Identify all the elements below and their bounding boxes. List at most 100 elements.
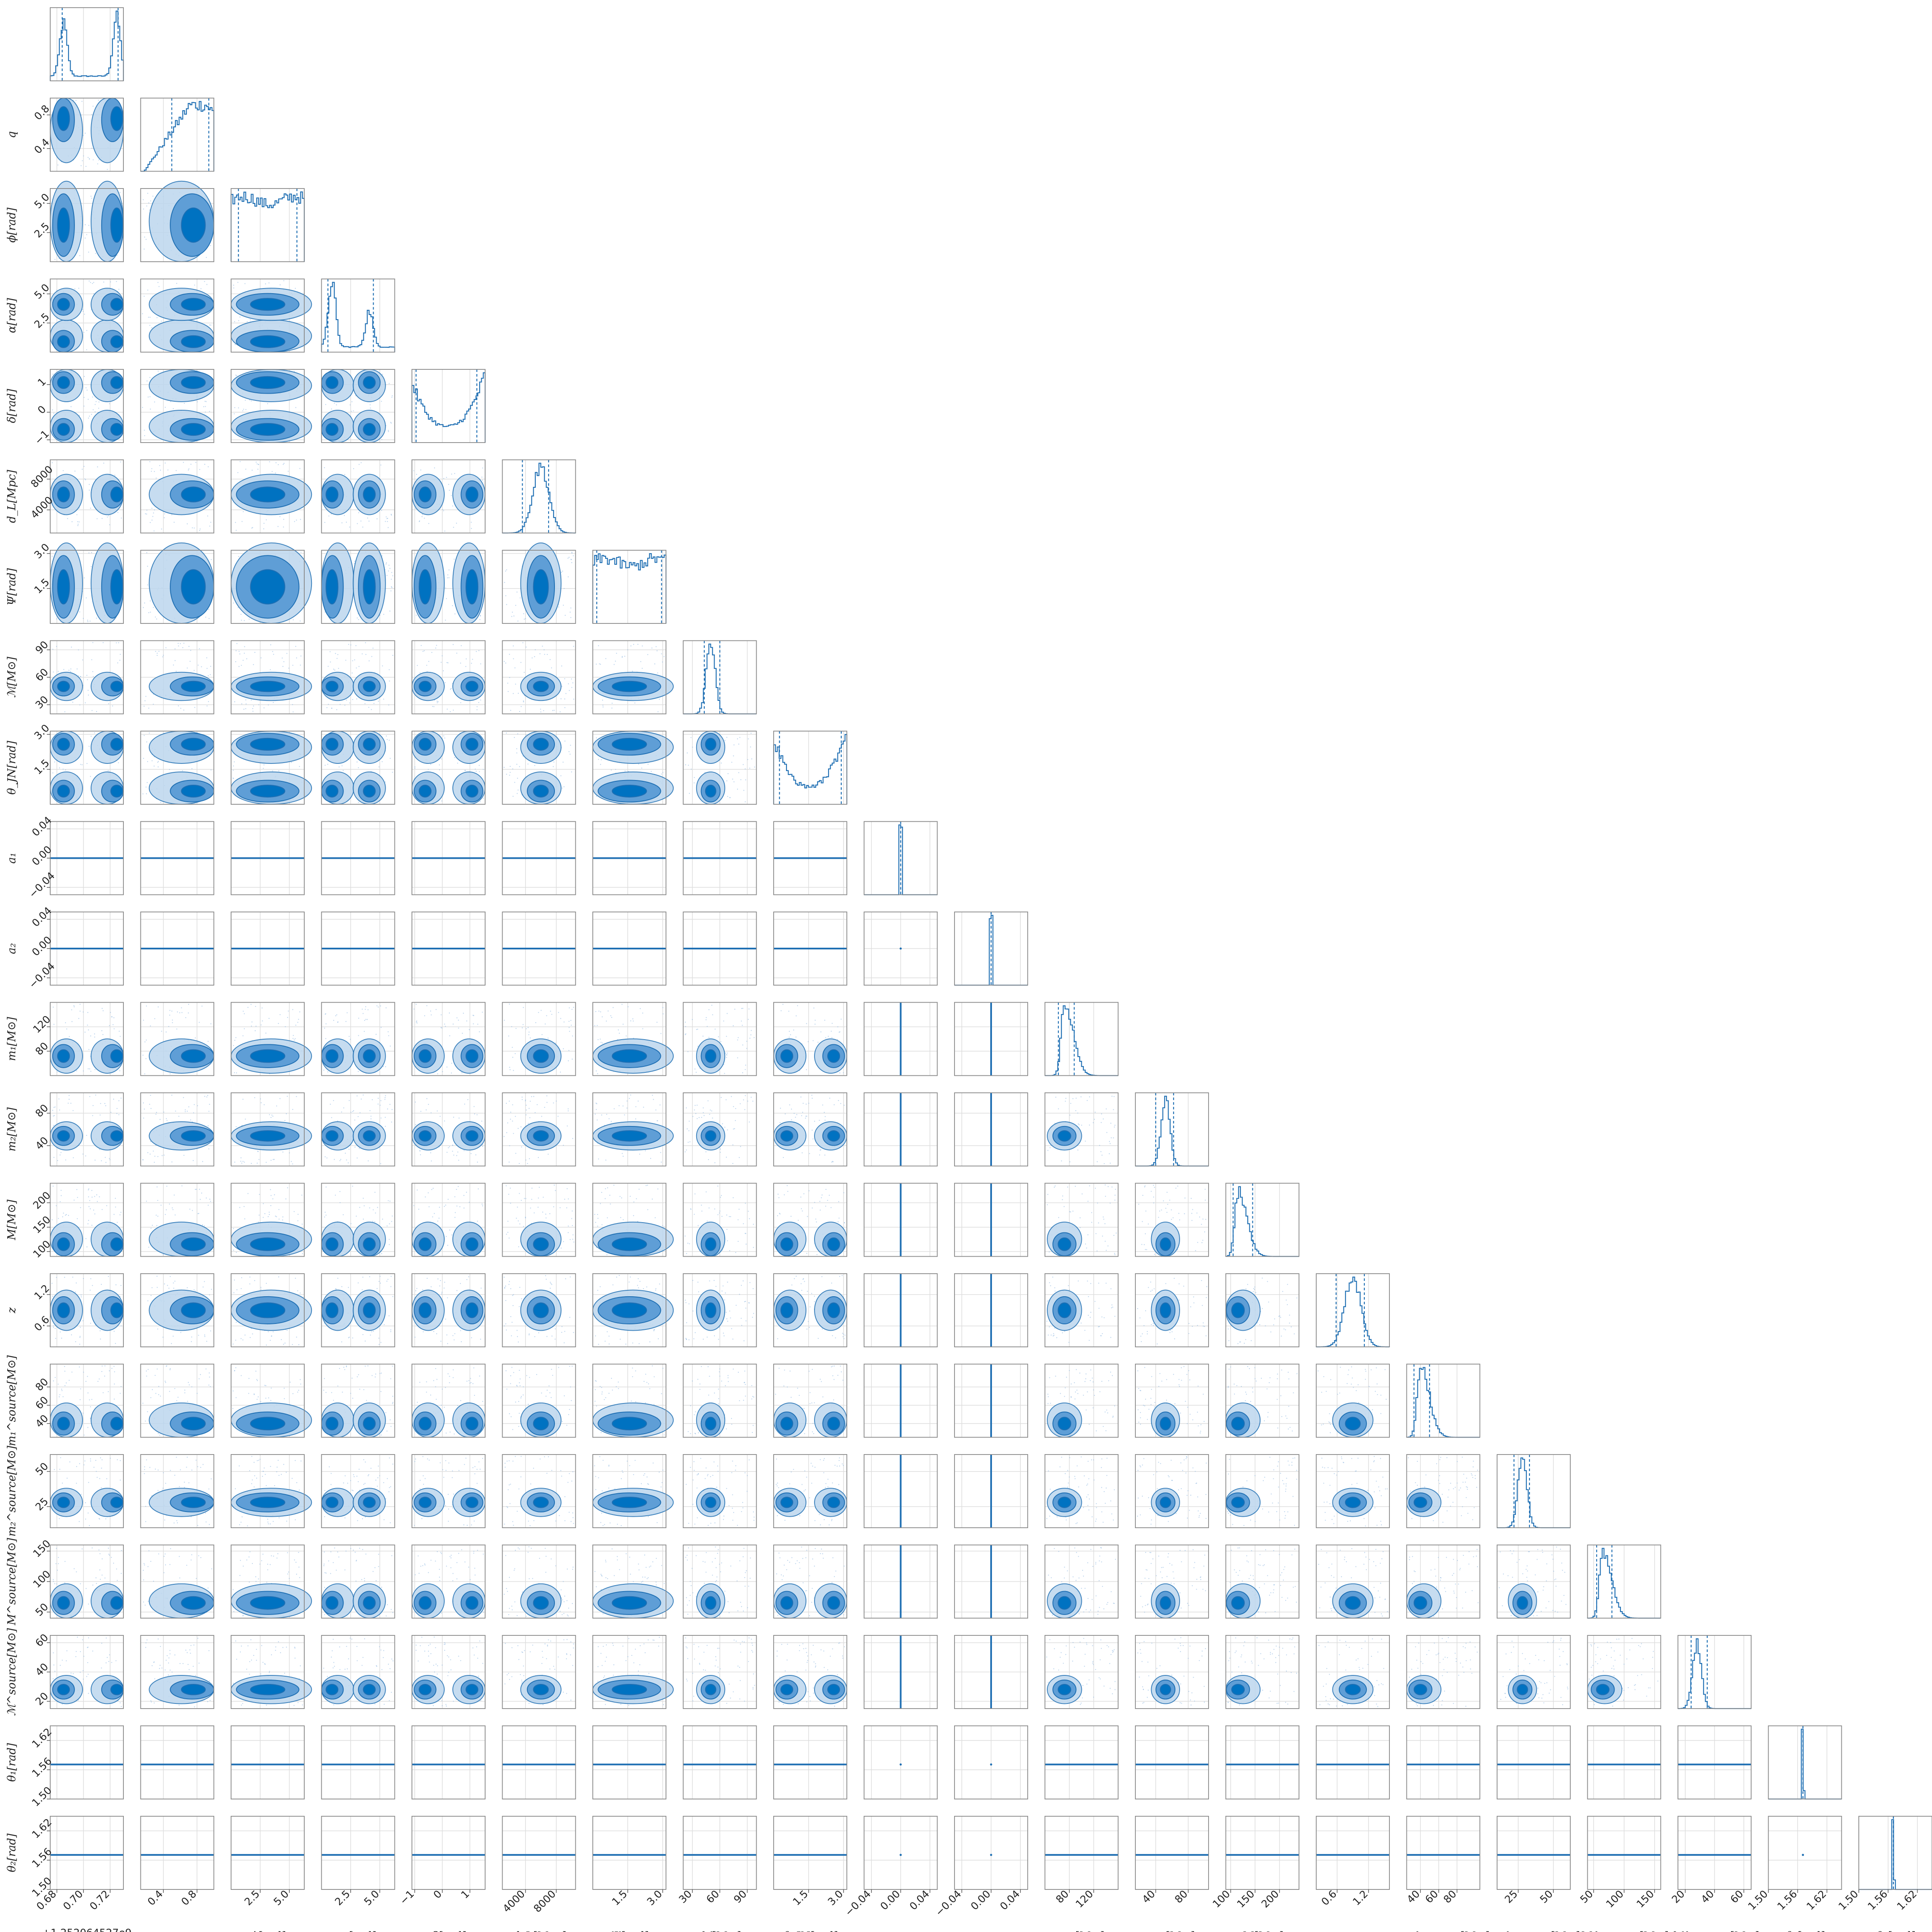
sample-point: [78, 1018, 80, 1019]
sample-point: [295, 1024, 297, 1026]
sample-point: [207, 515, 209, 517]
sample-point: [237, 607, 239, 609]
sample-point: [146, 552, 148, 554]
y-tick-label-psi: 1.5: [32, 576, 52, 596]
sample-point: [609, 1195, 611, 1196]
sample-point: [814, 1120, 815, 1122]
sample-point: [147, 584, 149, 586]
sample-point: [243, 1013, 245, 1015]
y-axis-label-q: q: [6, 131, 18, 138]
contour-3: [533, 785, 549, 798]
sample-point: [745, 1069, 746, 1070]
sample-point: [825, 1037, 826, 1038]
contour-3: [57, 737, 70, 751]
panel-frame: [502, 459, 576, 534]
sample-point: [109, 1158, 110, 1159]
histogram-dec: [411, 369, 486, 443]
sample-point: [300, 664, 301, 666]
sample-point: [260, 1098, 261, 1100]
sample-point: [266, 519, 267, 520]
sample-point: [300, 519, 301, 520]
panel-ra-vs-chirp_mass: [321, 640, 395, 714]
sample-point: [506, 604, 507, 605]
sample-point: [166, 1120, 168, 1121]
sample-point: [505, 595, 506, 597]
sample-point: [519, 711, 520, 712]
sample-point: [88, 399, 89, 400]
sample-point: [298, 1019, 299, 1020]
sample-point: [86, 1246, 88, 1248]
panel-frame: [502, 640, 576, 714]
contour-3: [466, 785, 479, 798]
sample-point: [144, 429, 145, 431]
sample-point: [171, 1207, 173, 1209]
sample-point: [334, 669, 335, 671]
contour-3: [250, 569, 286, 605]
sample-point: [208, 675, 209, 676]
sample-point: [514, 782, 515, 783]
sample-point: [99, 1149, 100, 1150]
sample-point: [595, 1222, 596, 1223]
sample-point: [514, 1116, 516, 1117]
sample-point: [517, 789, 519, 791]
panel-phi-vs-total_mass: [231, 1183, 312, 1257]
sample-point: [439, 764, 440, 766]
sample-point: [647, 654, 649, 655]
sample-point: [387, 517, 389, 519]
sample-point: [426, 1005, 428, 1006]
panel-q-vs-total_mass: [140, 1183, 214, 1257]
sample-point: [381, 439, 383, 440]
sample-point: [470, 1153, 472, 1154]
sample-point: [386, 735, 387, 737]
sample-point: [257, 1151, 259, 1152]
sample-point: [325, 404, 326, 405]
y-axis-label-total_mass: M[M⊙]: [6, 1199, 18, 1240]
sample-point: [513, 1070, 514, 1071]
sample-point: [366, 1019, 368, 1020]
sample-point: [286, 1113, 287, 1115]
panel-frame: [231, 188, 305, 262]
sample-point: [115, 1206, 116, 1208]
panel-psi-vs-a_1: [592, 821, 666, 895]
sample-point: [454, 473, 455, 474]
sample-point: [278, 770, 280, 772]
sample-point: [640, 661, 641, 662]
sample-point: [509, 766, 511, 767]
sample-point: [113, 1017, 114, 1018]
contour-3: [363, 569, 376, 605]
sample-point: [456, 1189, 457, 1190]
sample-point: [234, 344, 236, 345]
sample-point: [560, 1018, 561, 1019]
sample-point: [661, 653, 662, 654]
sample-point: [1065, 1100, 1066, 1102]
sample-point: [88, 417, 89, 419]
sample-point: [726, 780, 728, 782]
sample-point: [63, 1212, 64, 1214]
sample-point: [731, 762, 732, 763]
sample-point: [190, 463, 191, 465]
sample-point: [116, 1113, 117, 1114]
sample-point: [446, 1152, 448, 1153]
sample-point: [706, 1220, 708, 1222]
sample-point: [352, 699, 354, 700]
sample-point: [478, 702, 480, 703]
sample-point: [89, 489, 90, 491]
contour-3: [110, 376, 123, 389]
sample-point: [1077, 1123, 1079, 1125]
sample-point: [570, 607, 572, 609]
sample-point: [302, 1253, 303, 1255]
sample-point: [749, 767, 751, 769]
sample-point: [452, 605, 453, 606]
sample-point: [645, 1150, 646, 1152]
y-tick-label-dec: 1: [35, 376, 49, 389]
sample-point: [197, 1213, 199, 1215]
sample-point: [343, 1107, 344, 1109]
sample-point: [194, 284, 195, 286]
sample-point: [236, 1072, 237, 1074]
sample-point: [828, 1036, 829, 1037]
contour-3: [326, 376, 339, 389]
hist-step-ra: [321, 282, 395, 352]
sample-point: [364, 1020, 366, 1021]
panel-chirp_mass-vs-theta_jn: [683, 731, 757, 805]
sample-point: [812, 1207, 813, 1209]
